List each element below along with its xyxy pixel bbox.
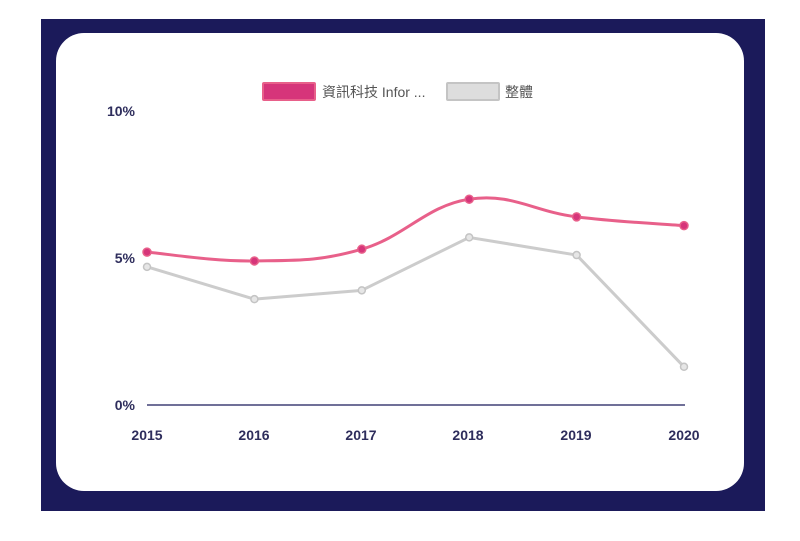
x-tick-label: 2020 — [668, 427, 699, 443]
data-point-overall[interactable] — [679, 362, 689, 372]
data-point-overall[interactable] — [142, 262, 152, 272]
y-tick-label: 0% — [115, 397, 136, 413]
data-point-infotech[interactable] — [357, 244, 367, 254]
y-tick-label: 5% — [115, 250, 136, 266]
data-point-infotech[interactable] — [249, 256, 260, 266]
data-point-infotech[interactable] — [571, 212, 582, 222]
chart-card — [56, 33, 744, 491]
y-tick-label: 10% — [107, 103, 136, 119]
legend-swatch-infotech — [262, 82, 316, 101]
legend-item-infotech[interactable]: 資訊科技 Infor ... — [262, 82, 425, 101]
plot-area — [142, 194, 689, 372]
legend-swatch-overall — [446, 82, 500, 101]
data-point-overall[interactable] — [250, 294, 259, 304]
chart-frame — [41, 19, 765, 511]
data-point-infotech[interactable] — [464, 194, 474, 204]
x-tick-label: 2015 — [131, 427, 162, 443]
data-point-overall[interactable] — [464, 233, 474, 242]
data-point-overall[interactable] — [357, 286, 367, 295]
data-point-overall[interactable] — [572, 250, 581, 260]
data-point-infotech[interactable] — [142, 247, 152, 257]
data-point-infotech[interactable] — [679, 220, 689, 231]
series-line-overall — [146, 235, 686, 368]
legend-label-infotech: 資訊科技 Infor ... — [322, 84, 425, 100]
x-tick-label: 2019 — [560, 427, 591, 443]
x-tick-label: 2017 — [345, 427, 376, 443]
x-tick-label: 2018 — [452, 427, 483, 443]
x-tick-label: 2016 — [238, 427, 269, 443]
legend-label-overall: 整體 — [505, 84, 533, 100]
legend-item-overall[interactable]: 整體 — [446, 82, 533, 101]
series-line-infotech — [146, 196, 685, 263]
legend: 資訊科技 Infor ... 整體 — [262, 82, 533, 101]
